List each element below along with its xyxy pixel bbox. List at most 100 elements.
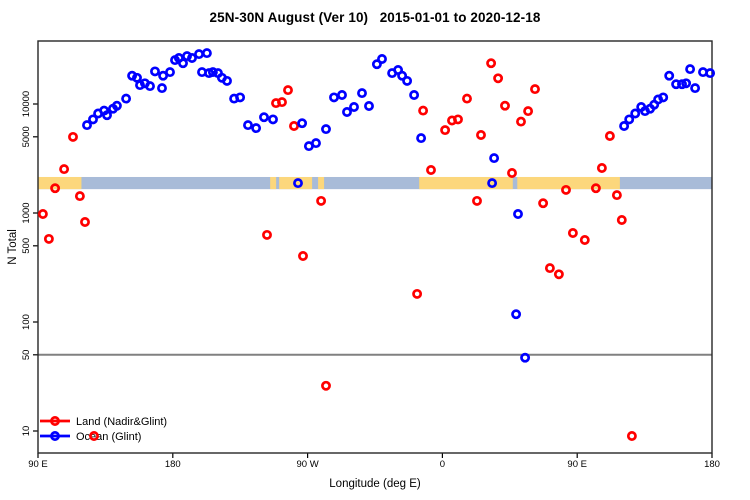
data-point-ocean — [511, 309, 522, 320]
data-point-land — [516, 116, 526, 127]
data-point-land — [486, 58, 497, 69]
data-point-land — [544, 263, 555, 274]
x-tick-label: 90 W — [297, 459, 319, 470]
data-point-ocean — [82, 120, 92, 131]
data-point-ocean — [135, 80, 145, 91]
y-tick-label: 1000 — [21, 202, 32, 223]
data-point-ocean — [207, 67, 218, 78]
data-point-ocean — [165, 67, 175, 78]
data-point-ocean — [182, 51, 192, 62]
data-point-land — [74, 191, 85, 202]
data-point-ocean — [342, 107, 352, 117]
data-point-land — [440, 125, 451, 136]
data-point-land — [37, 209, 48, 219]
data-point-ocean — [243, 120, 253, 131]
data-point-land — [298, 251, 308, 261]
data-point-ocean — [409, 90, 420, 100]
data-point-ocean — [293, 178, 303, 189]
data-point-land — [412, 288, 423, 299]
data-point-ocean — [222, 75, 232, 86]
data-point-ocean — [685, 64, 696, 75]
data-point-ocean — [297, 118, 308, 129]
data-point-ocean — [88, 114, 98, 125]
data-point-ocean — [624, 114, 635, 125]
data-point-ocean — [416, 133, 427, 144]
y-tick-label: 50 — [21, 350, 32, 361]
data-point-ocean — [187, 53, 197, 63]
data-point-land — [462, 93, 472, 104]
plot-border — [37, 40, 713, 454]
data-point-land — [626, 431, 637, 441]
legend-label: Land (Nadir&Glint) — [76, 416, 167, 428]
data-point-land — [530, 84, 540, 95]
data-point-ocean — [619, 121, 630, 131]
data-point-land — [426, 165, 436, 175]
data-point-ocean — [121, 93, 132, 104]
data-point-land — [579, 235, 590, 245]
data-point-ocean — [349, 102, 359, 112]
coast-band-land-segment — [318, 176, 325, 190]
data-point-land — [604, 131, 615, 141]
legend: Land (Nadir&Glint) Ocean (Glint) — [40, 416, 167, 443]
data-point-land — [472, 195, 482, 206]
legend-marker — [50, 431, 60, 441]
legend-item-land: Land (Nadir&Glint) — [40, 416, 167, 428]
data-point-ocean — [377, 54, 387, 64]
data-point-land — [43, 233, 54, 244]
data-point-ocean — [489, 153, 500, 164]
legend-label: Ocean (Glint) — [76, 431, 141, 443]
data-point-ocean — [337, 90, 347, 100]
data-point-land — [493, 73, 504, 84]
data-point-ocean — [178, 58, 188, 69]
data-point-land — [50, 183, 61, 194]
chart-title: 25N-30N August (Ver 10) 2015-01-01 to 20… — [209, 10, 541, 25]
data-point-ocean — [402, 75, 413, 86]
data-point-ocean — [329, 92, 339, 103]
data-point-ocean — [311, 138, 321, 149]
data-point-land — [616, 215, 627, 225]
y-tick-label: 100 — [21, 314, 32, 330]
data-point-ocean — [357, 88, 367, 99]
data-point-land — [561, 184, 571, 195]
data-point-land — [590, 183, 601, 194]
data-point-land — [500, 100, 510, 111]
data-point-ocean — [371, 59, 382, 70]
data-point-ocean — [145, 81, 155, 92]
data-point-ocean — [259, 112, 269, 123]
data-point-ocean — [364, 101, 374, 111]
data-point-ocean — [150, 66, 160, 77]
x-axis-title: Longitude (deg E) — [329, 478, 421, 490]
data-point-ocean — [397, 70, 408, 81]
data-point-land — [538, 198, 549, 209]
x-tick-label: 90 E — [567, 459, 587, 470]
data-point-land — [277, 97, 287, 108]
data-point-land — [596, 163, 607, 173]
data-point-ocean — [705, 68, 716, 79]
legend-marker — [50, 416, 60, 426]
series-ocean — [82, 48, 716, 363]
data-point-land — [59, 164, 70, 175]
data-point-land — [283, 85, 293, 96]
data-point-land — [611, 190, 622, 201]
data-point-ocean — [102, 110, 112, 121]
data-point-ocean — [251, 123, 262, 134]
data-point-land — [476, 130, 486, 140]
data-point-land — [507, 168, 517, 178]
data-point-land — [68, 131, 78, 142]
data-point-land — [321, 380, 331, 391]
x-tick-label: 0 — [440, 459, 445, 470]
y-tick-label: 10000 — [21, 91, 32, 117]
y-tick-label: 5000 — [21, 126, 32, 147]
coast-band-land-segment — [38, 176, 82, 190]
data-point-ocean — [194, 49, 204, 60]
data-point-land — [89, 431, 99, 441]
coast-band-land-segment — [419, 176, 513, 190]
data-point-land — [523, 106, 534, 117]
data-point-ocean — [630, 108, 641, 119]
data-point-land — [316, 195, 327, 206]
data-point-land — [289, 121, 299, 131]
data-point-ocean — [664, 70, 675, 81]
data-point-ocean — [321, 124, 331, 135]
